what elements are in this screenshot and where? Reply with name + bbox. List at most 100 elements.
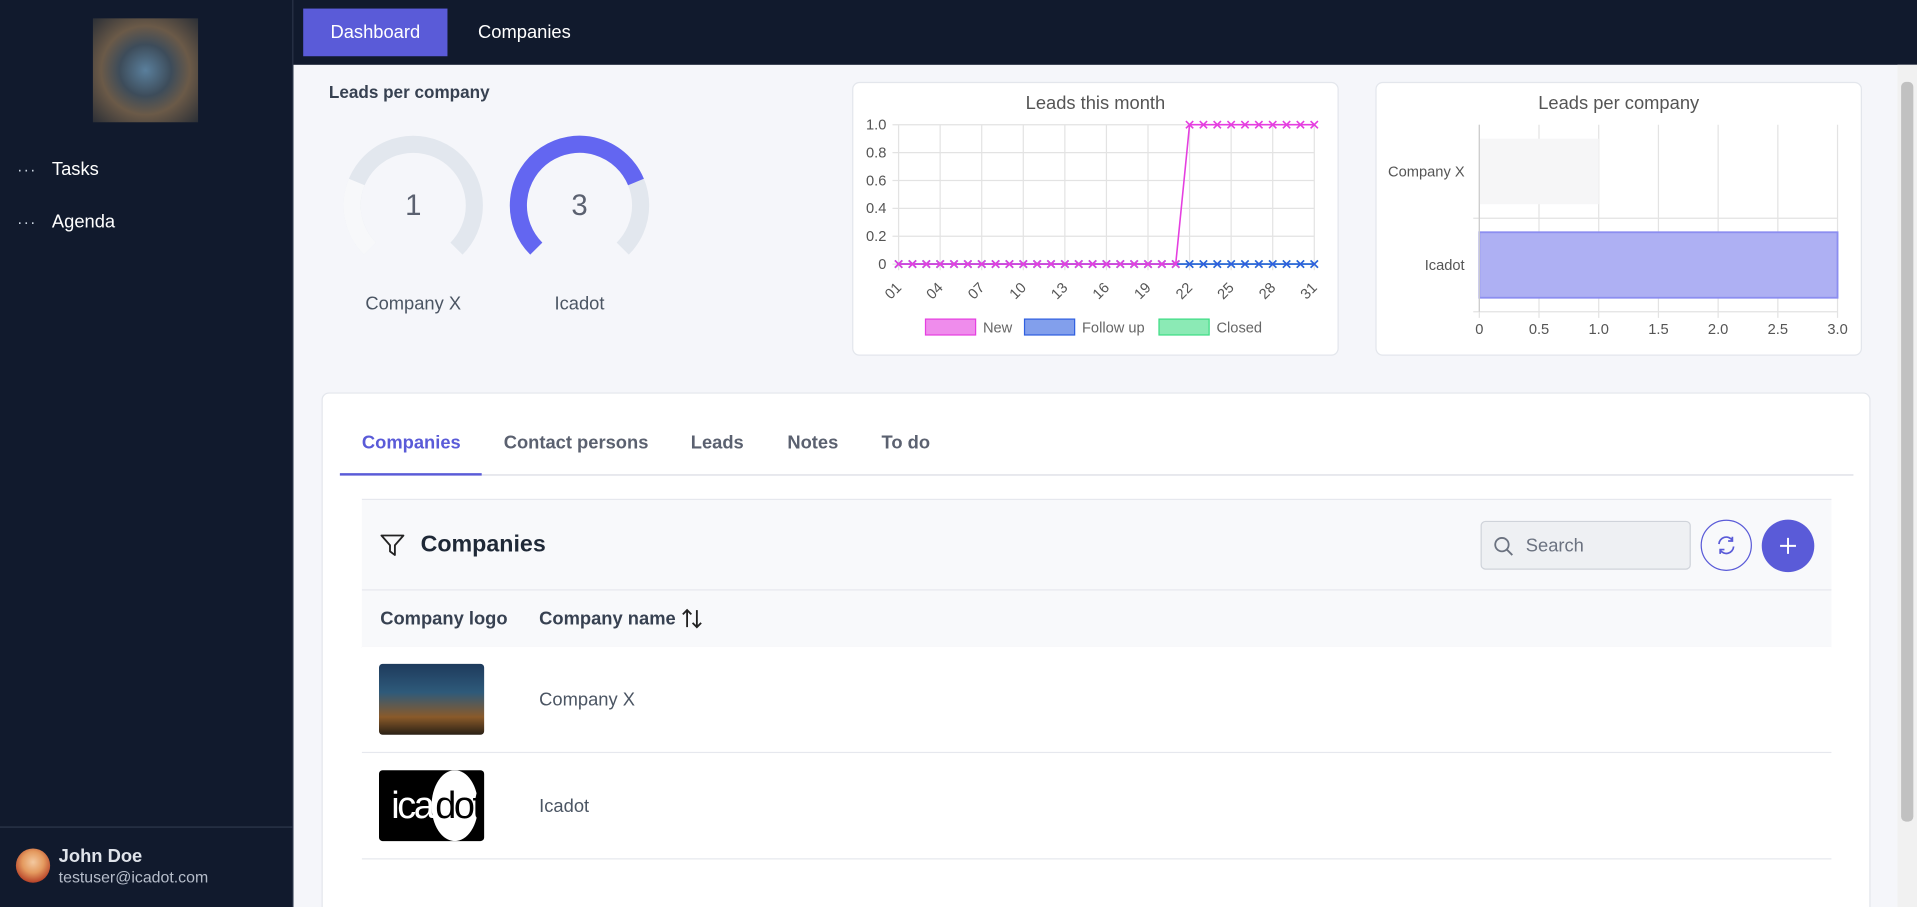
point-marker	[963, 259, 973, 269]
point-marker	[1268, 259, 1277, 269]
column-header[interactable]: Company name	[539, 608, 676, 630]
legend-swatch	[924, 318, 977, 336]
scrollbar[interactable]	[1897, 64, 1917, 907]
point-marker	[1240, 259, 1250, 269]
x-tick-label: 0	[1475, 322, 1483, 338]
table-header: Company logo Company name	[361, 589, 1832, 648]
gauge-label: Icadot	[555, 292, 605, 313]
point-marker	[908, 259, 917, 269]
tab[interactable]: Notes	[787, 432, 839, 454]
point-marker	[1226, 120, 1236, 129]
legend-swatch	[1158, 318, 1210, 336]
refresh-icon	[1718, 536, 1735, 555]
column-header: Company logo	[380, 608, 508, 630]
panel-title: Companies	[420, 531, 546, 558]
y-tick-label: 0.2	[866, 229, 886, 245]
table-row[interactable]: ica dot Icadot	[361, 753, 1832, 860]
point-marker	[1185, 259, 1194, 269]
chart-card	[852, 81, 1339, 356]
logo-text: ica	[391, 783, 435, 827]
point-marker	[1074, 259, 1083, 269]
menu-icon: ···	[17, 160, 37, 179]
chart-title: Leads this month	[1026, 92, 1166, 113]
point-marker	[1310, 259, 1319, 269]
bar-chart: Leads per company 0 0.5 1.0 1.5 2.0 2.5 3.0 Comp…	[1388, 92, 1848, 338]
gauge-fill	[343, 178, 377, 255]
point-marker	[1019, 259, 1028, 269]
x-tick-label: 19	[1132, 280, 1155, 303]
company-logo	[378, 663, 485, 735]
tabs-line	[339, 474, 1854, 476]
point-marker	[1032, 259, 1042, 269]
gauges-title: Leads per company	[328, 81, 490, 102]
point-marker	[977, 259, 986, 269]
point-marker	[922, 259, 931, 269]
refresh-button[interactable]	[1700, 519, 1752, 571]
tab[interactable]: Companies	[361, 432, 461, 454]
x-tick-label: 25	[1215, 280, 1238, 303]
y-tick-label: 0.6	[866, 173, 886, 189]
point-marker	[949, 259, 959, 269]
point-marker	[1199, 259, 1208, 269]
x-tick-label: 2.0	[1708, 322, 1728, 338]
search-box[interactable]: Search	[1480, 520, 1691, 570]
point-marker	[1157, 259, 1167, 269]
tab[interactable]: To do	[881, 432, 931, 454]
point-marker	[1199, 120, 1208, 129]
sidebar: ··· Tasks ··· Agenda John Doe testuser@i…	[0, 0, 294, 907]
x-tick-label: 0.5	[1529, 322, 1549, 338]
bar	[1479, 138, 1599, 205]
divider	[0, 826, 294, 828]
add-button[interactable]	[1761, 519, 1815, 573]
user-email: testuser@icadot.com	[58, 868, 209, 887]
logo-shape	[431, 770, 479, 842]
x-tick-label: 16	[1090, 280, 1113, 303]
logo-text: dot	[435, 783, 483, 827]
menu-label: Agenda	[51, 211, 116, 233]
company-name: Company X	[539, 689, 635, 711]
point-marker	[1143, 259, 1153, 269]
scroll-thumb[interactable]	[1901, 81, 1914, 822]
gauges: 1 Company X 3 Icadot	[343, 135, 650, 313]
point-marker	[1268, 120, 1277, 129]
tab[interactable]: Leads	[690, 432, 744, 454]
x-tick-label: 04	[924, 280, 947, 303]
y-tick-label: 0.8	[866, 145, 886, 161]
gauge-label: Company X	[365, 292, 461, 313]
x-tick-label: 13	[1049, 280, 1072, 303]
search-icon	[1494, 537, 1513, 556]
x-tick-label: 31	[1298, 280, 1321, 303]
y-tick-label: Company X	[1388, 164, 1465, 180]
nav-item[interactable]: Companies	[478, 22, 571, 43]
menu-item[interactable]: ··· Tasks	[17, 159, 99, 181]
avatar	[15, 848, 51, 883]
top-nav: Dashboard Companies	[293, 0, 1917, 65]
add-icon	[1780, 537, 1796, 554]
point-marker	[1213, 120, 1222, 129]
y-tick-label: 1.0	[866, 118, 886, 134]
point-marker	[1060, 259, 1070, 269]
point-marker	[1282, 259, 1291, 269]
point-marker	[1254, 120, 1264, 129]
filter-icon[interactable]	[380, 533, 405, 557]
point-marker	[1310, 120, 1319, 129]
point-marker	[1116, 259, 1125, 269]
legend-swatch	[1023, 318, 1076, 336]
menu-icon: ···	[17, 212, 37, 232]
point-marker	[1213, 259, 1222, 269]
table-row[interactable]: Company X	[361, 646, 1832, 754]
nav-item[interactable]: Dashboard	[303, 8, 448, 57]
tab[interactable]: Contact persons	[503, 432, 649, 454]
point-marker	[1282, 120, 1291, 129]
menu-label: Tasks	[51, 158, 99, 180]
sort-icon[interactable]	[681, 608, 703, 630]
point-marker	[1226, 259, 1236, 269]
gauge-fill	[509, 135, 644, 255]
menu-item[interactable]: ··· Agenda	[17, 212, 115, 234]
x-tick-label: 28	[1256, 280, 1279, 303]
gauge-value: 1	[405, 189, 421, 222]
point-marker	[1102, 259, 1111, 269]
point-marker	[1296, 259, 1305, 269]
x-tick-label: 10	[1007, 280, 1030, 303]
